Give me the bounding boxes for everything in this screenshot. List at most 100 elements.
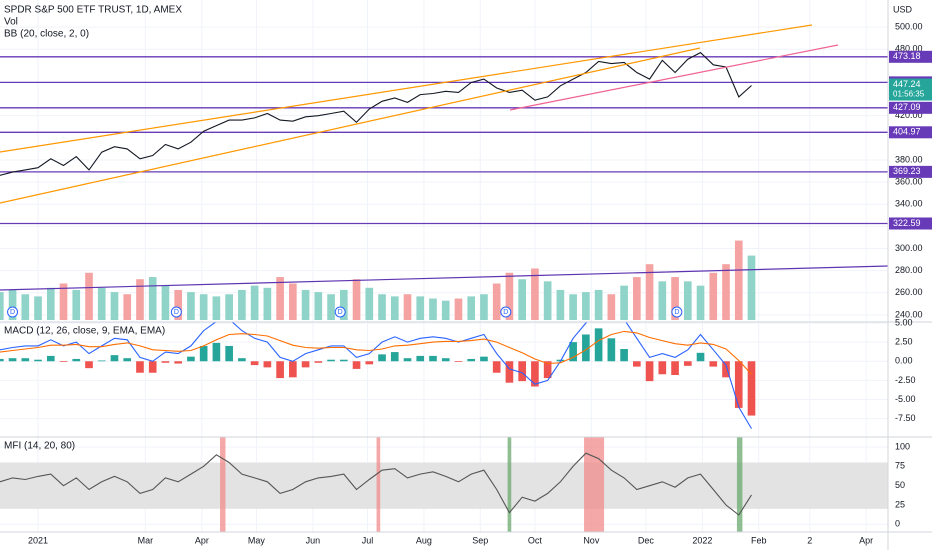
histogram-bar: [569, 342, 577, 362]
trend-line: [0, 265, 888, 291]
x-tick-label: Apr: [195, 535, 209, 545]
volume-bar: [429, 298, 437, 320]
y-tick-label: 340.00: [895, 199, 923, 209]
y-tick-label: 2.50: [895, 336, 913, 346]
histogram-bar: [390, 352, 399, 362]
histogram-bar: [429, 355, 437, 362]
dividend-label: D: [174, 309, 179, 316]
chart-title: SPDR S&P 500 ETF TRUST, 1D, AMEX: [4, 5, 182, 16]
histogram-bar: [314, 361, 323, 363]
y-tick-label: 260.00: [895, 287, 923, 297]
level-label: 369.23: [893, 166, 921, 176]
histogram-bar: [505, 361, 514, 383]
volume-bar: [212, 296, 221, 320]
volume-bar: [34, 296, 42, 320]
histogram-bar: [263, 361, 272, 368]
y-tick-label: 100: [895, 441, 910, 451]
drawings: [0, 24, 888, 291]
x-tick-label: 2021: [28, 535, 48, 545]
histogram-bar: [21, 358, 30, 362]
histogram-bar: [123, 358, 132, 362]
legend-bb: BB (20, close, 2, 0): [4, 29, 89, 40]
dividend-label: D: [10, 309, 15, 316]
volume-bar: [531, 268, 539, 320]
volume-bar: [671, 277, 679, 320]
volume-bar: [620, 285, 628, 320]
dividend-marker: [500, 306, 512, 318]
histogram-bar: [97, 360, 106, 362]
histogram-bar: [225, 345, 233, 362]
histogram-bar: [327, 359, 335, 362]
histogram-bar: [518, 361, 526, 382]
histogram-bar: [607, 338, 616, 362]
macd-title: MACD (12, 26, close, 9, EMA, EMA): [4, 326, 165, 337]
histogram-bar: [671, 361, 679, 376]
volume-bar: [123, 294, 132, 320]
last-price-box: [889, 78, 932, 101]
volume-bar: [633, 277, 641, 320]
histogram-bar: [696, 352, 705, 362]
volume-bar: [607, 294, 616, 320]
histogram-bar: [161, 361, 170, 363]
volume-bar: [59, 283, 68, 320]
legend-volume: Vol: [4, 17, 18, 28]
volume-bar: [390, 296, 399, 320]
volume-bar: [327, 294, 335, 320]
histogram-bar: [110, 355, 119, 362]
volume-bar: [339, 289, 348, 320]
y-tick-label: 0: [895, 519, 900, 529]
volume-bar: [645, 264, 654, 320]
histogram-bar: [174, 361, 183, 364]
histogram-bar: [85, 361, 93, 369]
y-tick-label: 25: [895, 499, 905, 509]
volume-bar: [263, 287, 272, 320]
histogram-bar: [301, 361, 310, 368]
last-price-label: 447.24: [893, 79, 921, 89]
histogram-bar: [403, 358, 412, 362]
histogram-bar: [531, 361, 539, 387]
histogram-bar: [289, 361, 297, 378]
countdown-label: 01:56:35: [893, 90, 925, 99]
volume-bar: [505, 272, 514, 320]
level-box: [889, 101, 932, 114]
unit-label: USD: [893, 4, 913, 14]
level-label: 404.97: [893, 127, 921, 137]
volume-bar: [709, 272, 718, 320]
x-tick-label: Mar: [138, 535, 154, 545]
volume-bar: [747, 255, 756, 320]
dividend-marker: [671, 306, 683, 318]
histogram-bar: [582, 334, 590, 362]
histogram-bar: [212, 342, 221, 362]
histogram-bar: [416, 355, 425, 362]
volume-bar: [250, 285, 259, 320]
highlight: [736, 437, 743, 532]
volume-bar: [696, 285, 705, 320]
histogram-bar: [620, 349, 628, 362]
histogram-bar: [34, 359, 42, 362]
histogram-bar: [72, 358, 81, 362]
level-label: 473.18: [893, 51, 921, 61]
x-tick-label: Dec: [638, 535, 655, 545]
volume-bar: [683, 281, 692, 320]
level-box: [889, 165, 932, 178]
dividend-label: D: [503, 309, 508, 316]
dividend-marker: [170, 306, 182, 318]
volume-bar: [722, 264, 730, 320]
trend-line: [0, 47, 701, 204]
highlight: [507, 437, 512, 532]
volume-bar: [148, 277, 157, 320]
histogram-bar: [633, 361, 641, 367]
histogram-bar: [352, 361, 361, 369]
volume-bar: [416, 296, 425, 320]
highlight: [584, 437, 605, 532]
volume-bar: [518, 279, 526, 320]
level-box: [889, 50, 932, 63]
x-tick-label: Sep: [472, 535, 488, 545]
y-tick-label: 380.00: [895, 154, 923, 164]
highlight: [220, 437, 226, 532]
volume-bar: [199, 294, 208, 320]
macd-line: [0, 330, 752, 375]
histogram-bar: [276, 361, 284, 379]
volume-bar: [454, 298, 463, 320]
